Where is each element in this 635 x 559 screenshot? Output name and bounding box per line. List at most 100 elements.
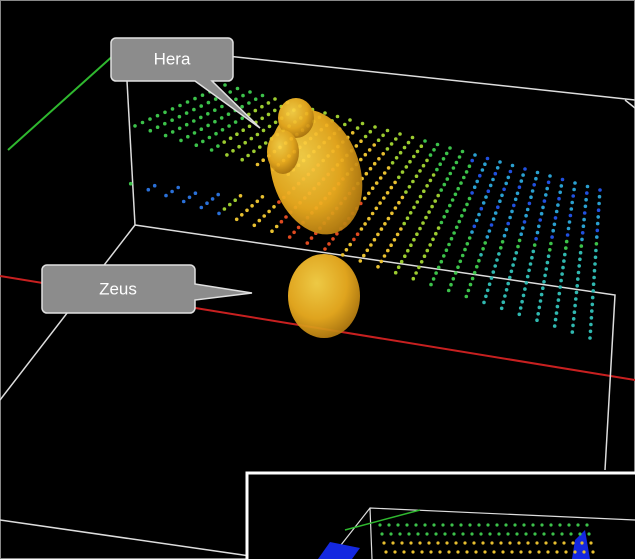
dot: [479, 253, 483, 257]
dot: [223, 83, 227, 87]
dot: [402, 221, 407, 226]
dot: [585, 523, 589, 527]
dot: [511, 263, 515, 267]
dot: [451, 166, 456, 170]
dot: [216, 192, 220, 197]
dot: [551, 532, 555, 536]
dot: [592, 268, 597, 273]
dot: [573, 303, 577, 308]
dot: [563, 252, 567, 257]
dot: [194, 143, 199, 147]
dot: [359, 157, 363, 162]
dot: [456, 265, 460, 270]
dot: [393, 180, 397, 185]
dot: [488, 532, 492, 536]
dot: [501, 300, 506, 305]
dot: [400, 541, 404, 545]
dot: [510, 209, 514, 214]
dot: [564, 550, 568, 554]
dot: [456, 186, 461, 191]
dot: [425, 158, 429, 163]
dot: [380, 532, 384, 536]
dot: [532, 243, 537, 247]
dot: [414, 174, 419, 178]
dot: [509, 269, 514, 274]
dot: [555, 304, 560, 309]
dot: [550, 235, 554, 239]
dot: [467, 196, 472, 201]
dot: [396, 523, 400, 527]
dot: [416, 532, 420, 536]
dot: [217, 211, 221, 216]
dot: [555, 550, 559, 554]
dot: [327, 242, 331, 246]
dot: [445, 209, 449, 213]
dot: [457, 219, 462, 224]
dot: [521, 293, 526, 298]
dot: [385, 147, 390, 151]
dot: [542, 199, 547, 203]
dot: [502, 187, 506, 192]
dot: [549, 523, 553, 527]
dot: [255, 162, 260, 167]
dot: [152, 183, 157, 188]
callout-label: Hera: [154, 49, 191, 68]
dot: [435, 142, 440, 147]
dot: [240, 157, 244, 162]
dot: [199, 205, 204, 210]
dot: [429, 550, 433, 554]
dot: [358, 259, 363, 263]
dot: [487, 229, 492, 233]
dot: [398, 132, 402, 136]
dot: [562, 541, 566, 545]
dot: [566, 226, 571, 231]
dot: [591, 289, 595, 293]
dot: [524, 532, 528, 536]
dot: [466, 288, 471, 293]
dot: [381, 152, 386, 156]
dot: [419, 260, 424, 264]
dot: [522, 523, 526, 527]
dot: [184, 111, 189, 115]
dot: [379, 227, 384, 231]
dot: [594, 242, 599, 246]
dot: [525, 207, 530, 212]
dot: [207, 135, 212, 140]
dot: [220, 104, 224, 109]
dot: [439, 220, 444, 225]
dot: [220, 128, 225, 132]
dot: [462, 208, 467, 212]
dot: [493, 211, 498, 215]
dot: [390, 161, 395, 165]
dot: [170, 130, 175, 134]
dot: [412, 205, 416, 210]
dot: [484, 294, 488, 299]
dot: [367, 191, 371, 196]
dot: [355, 126, 360, 130]
dot: [146, 187, 151, 192]
dot: [546, 180, 551, 185]
dot: [386, 166, 391, 170]
dot: [529, 195, 533, 199]
dot: [393, 550, 397, 554]
dot: [396, 265, 401, 270]
dot: [233, 120, 238, 124]
dot: [479, 206, 484, 211]
dot: [404, 165, 409, 169]
dot: [348, 242, 353, 247]
dot: [519, 550, 523, 554]
dot: [163, 133, 168, 138]
dot: [128, 181, 133, 186]
dot: [514, 251, 519, 255]
dot: [266, 101, 271, 105]
dot: [575, 284, 579, 288]
dot: [593, 255, 598, 260]
dot: [309, 236, 314, 240]
dot: [470, 158, 475, 163]
dot: [409, 243, 413, 247]
dot: [408, 211, 413, 215]
dot: [460, 214, 464, 218]
dot: [506, 281, 511, 286]
dot: [553, 541, 557, 545]
dot: [486, 189, 491, 193]
